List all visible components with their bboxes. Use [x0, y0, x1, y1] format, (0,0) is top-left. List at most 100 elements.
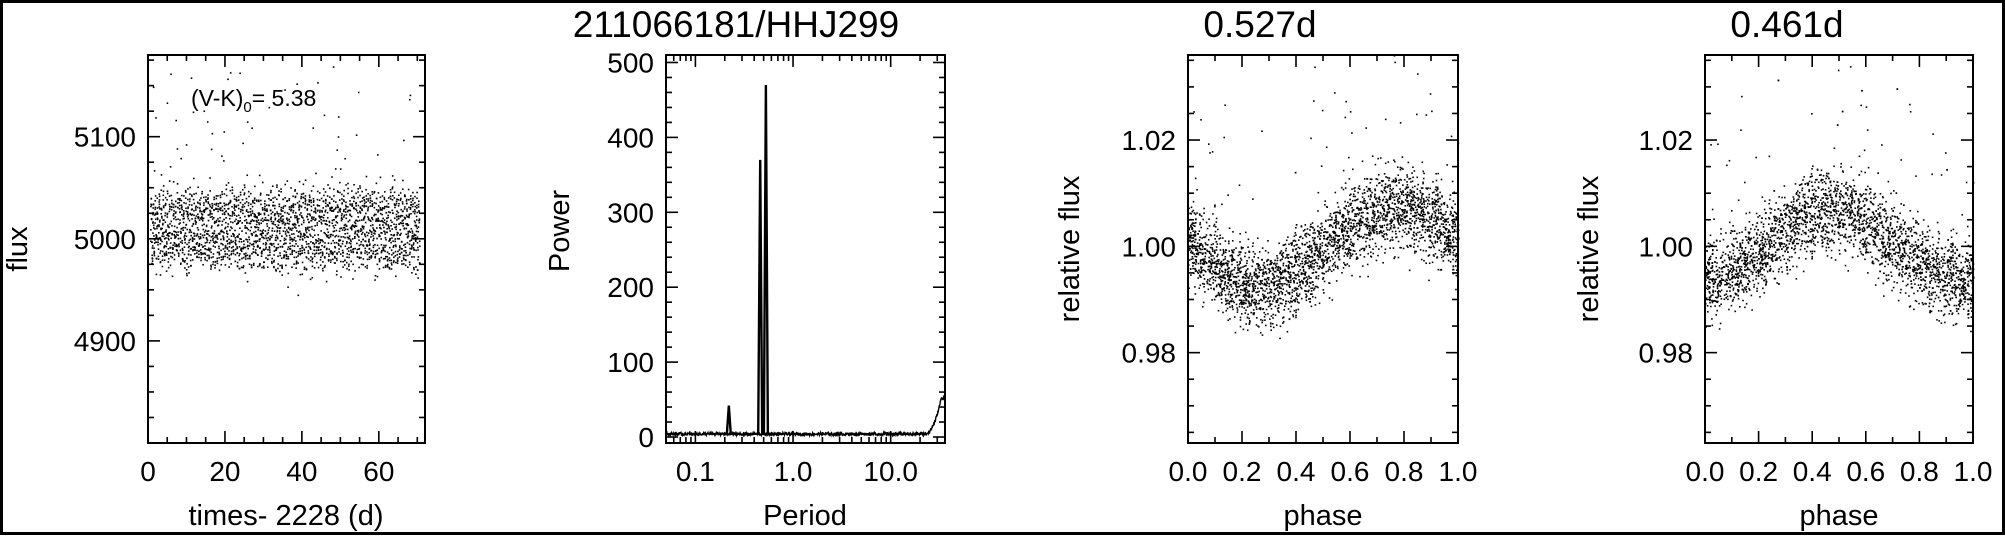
light-curve-point: [297, 255, 299, 257]
phased-point: [1244, 256, 1246, 258]
light-curve-point: [320, 257, 322, 259]
phased-point: [1191, 211, 1193, 213]
phased-point: [1262, 320, 1264, 322]
light-curve-point: [375, 254, 377, 256]
light-curve-point: [306, 269, 308, 271]
phased-point: [1435, 173, 1437, 175]
phased-point: [1287, 292, 1289, 294]
light-curve-point: [154, 222, 156, 224]
light-curve-point: [313, 230, 315, 232]
light-curve-point: [339, 230, 341, 232]
light-curve-point: [211, 216, 213, 218]
light-curve-point: [180, 249, 182, 251]
light-curve-point: [161, 235, 163, 237]
light-curve-point: [354, 248, 356, 250]
light-curve-point: [363, 258, 365, 260]
light-curve-point: [383, 248, 385, 250]
light-curve-point: [231, 251, 233, 253]
phased-point: [1392, 202, 1394, 204]
phased-point: [1297, 288, 1299, 290]
phased-point: [1382, 217, 1384, 219]
light-curve-point: [235, 219, 237, 221]
phased-point: [1380, 157, 1382, 159]
light-curve-point: [311, 226, 313, 228]
phased-point: [1409, 205, 1411, 207]
light-curve-point: [371, 200, 373, 202]
light-curve-point: [366, 251, 368, 253]
light-curve-point: [327, 228, 329, 230]
light-curve-point: [386, 212, 388, 214]
phased-point: [1327, 249, 1329, 251]
phased-point: [1434, 242, 1436, 244]
light-curve-point: [351, 203, 353, 205]
light-curve-point: [191, 204, 193, 206]
phased-point: [1453, 250, 1455, 252]
light-curve-point: [263, 243, 265, 245]
phased-point: [1366, 220, 1368, 222]
light-curve-point: [357, 249, 359, 251]
light-curve-point: [373, 238, 375, 240]
light-curve-point: [410, 195, 412, 197]
light-curve-point: [209, 212, 211, 214]
light-curve-point: [360, 241, 362, 243]
phased-point: [1215, 241, 1217, 243]
phased-point: [1261, 130, 1263, 132]
light-curve-point: [311, 210, 313, 212]
light-curve-point: [346, 256, 348, 258]
light-curve-point: [362, 205, 364, 207]
light-curve-point: [391, 249, 393, 251]
light-curve-point: [384, 206, 386, 208]
phased-point: [1427, 203, 1429, 205]
light-curve-point: [252, 212, 254, 214]
light-curve-point: [301, 194, 303, 196]
light-curve-point: [213, 197, 215, 199]
light-curve-point: [376, 183, 378, 185]
light-curve-point: [343, 216, 345, 218]
light-curve-point: [355, 193, 357, 195]
phased-point: [1282, 288, 1284, 290]
light-curve-point: [186, 144, 188, 146]
phased-point: [1369, 235, 1371, 237]
light-curve-point: [338, 235, 340, 237]
light-curve-point: [219, 233, 221, 235]
light-curve-point: [179, 219, 181, 221]
light-curve-point: [177, 148, 179, 150]
phased-point: [1214, 206, 1216, 208]
light-curve-point: [359, 201, 361, 203]
phased-point: [1294, 257, 1296, 259]
phased-point: [1356, 215, 1358, 217]
light-curve-point: [345, 202, 347, 204]
light-curve-point: [266, 208, 268, 210]
light-curve-point: [197, 218, 199, 220]
light-curve-point: [406, 215, 408, 217]
phased-point: [1216, 235, 1218, 237]
light-curve-point: [180, 238, 182, 240]
phased-point: [1423, 236, 1425, 238]
phased-point: [1239, 233, 1241, 235]
light-curve-point: [173, 213, 175, 215]
phased-point: [1404, 211, 1406, 213]
light-curve-point: [328, 237, 330, 239]
light-curve-point: [305, 179, 307, 181]
light-curve-point: [282, 207, 284, 209]
light-curve-point: [379, 235, 381, 237]
phased-point: [1279, 281, 1281, 283]
light-curve-point: [251, 266, 253, 268]
phased-point: [1211, 299, 1213, 301]
light-curve-point: [385, 256, 387, 258]
light-curve-point: [237, 248, 239, 250]
phased-point: [1351, 245, 1353, 247]
light-curve-point: [206, 241, 208, 243]
light-curve-point: [208, 247, 210, 249]
phased-point: [1288, 266, 1290, 268]
light-curve-point: [266, 238, 268, 240]
light-curve-point: [223, 219, 225, 221]
phased-point: [1357, 192, 1359, 194]
light-curve-point: [179, 222, 181, 224]
light-curve-point: [375, 214, 377, 216]
light-curve-point: [337, 204, 339, 206]
light-curve-point: [377, 154, 379, 156]
light-curve-point: [304, 252, 306, 254]
phased-point: [1341, 228, 1343, 230]
light-curve-point: [258, 224, 260, 226]
